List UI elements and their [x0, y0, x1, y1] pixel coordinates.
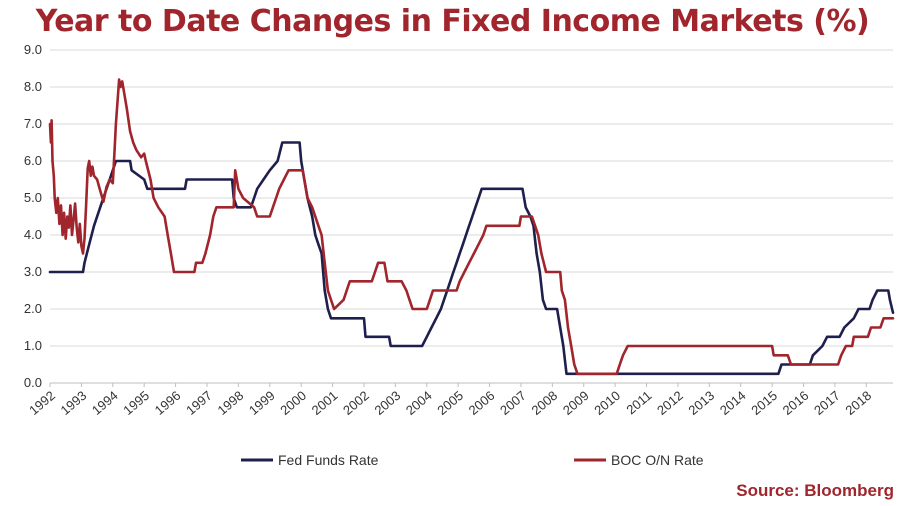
- y-tick-label: 5.0: [24, 190, 42, 205]
- x-tick-label: 1998: [215, 388, 247, 418]
- x-tick-label: 1996: [152, 388, 184, 418]
- x-tick-label: 2011: [623, 388, 654, 417]
- x-tick-label: 2017: [811, 388, 843, 418]
- x-tick-label: 1994: [89, 388, 121, 418]
- x-tick-label: 1997: [183, 388, 215, 418]
- x-tick-label: 2008: [528, 388, 560, 418]
- x-tick-label: 1995: [120, 388, 152, 418]
- gridlines: [50, 49, 893, 384]
- y-axis: 0.0 1.0 2.0 3.0 4.0 5.0 6.0 7.0 8.0 9.0: [24, 42, 42, 390]
- x-tick-label: 1993: [58, 388, 90, 418]
- x-tick-label: 1999: [246, 388, 278, 418]
- y-tick-label: 1.0: [24, 338, 42, 353]
- chart-title: Year to Date Changes in Fixed Income Mar…: [35, 4, 870, 39]
- legend-label: Fed Funds Rate: [278, 452, 379, 468]
- x-tick-label: 2010: [591, 388, 623, 418]
- x-tick-label: 2004: [403, 388, 435, 418]
- x-tick-label: 1992: [26, 388, 58, 418]
- x-tick-label: 2001: [309, 388, 341, 418]
- x-tick-label: 2003: [371, 388, 403, 418]
- x-tick-label: 2005: [434, 388, 466, 418]
- source-note: Source: Bloomberg: [736, 481, 894, 500]
- y-tick-label: 2.0: [24, 301, 42, 316]
- x-tick-label: 2018: [842, 388, 874, 418]
- x-tick-label: 2012: [654, 388, 686, 418]
- series-lines: [48, 78, 895, 376]
- legend-label: BOC O/N Rate: [611, 452, 704, 468]
- x-tick-label: 2007: [497, 388, 529, 418]
- y-tick-label: 7.0: [24, 116, 42, 131]
- y-tick-label: 6.0: [24, 153, 42, 168]
- boc-line: [48, 78, 895, 376]
- x-tick-label: 2013: [685, 388, 717, 418]
- x-tick-label: 2002: [340, 388, 372, 418]
- y-tick-label: 0.0: [24, 375, 42, 390]
- legend: Fed Funds Rate BOC O/N Rate: [241, 452, 704, 468]
- x-tick-label: 2000: [277, 388, 309, 418]
- x-tick-label: 2006: [466, 388, 498, 418]
- x-tick-label: 2014: [717, 388, 749, 418]
- y-tick-label: 3.0: [24, 264, 42, 279]
- y-tick-label: 8.0: [24, 79, 42, 94]
- x-tick-label: 2016: [780, 388, 812, 418]
- x-axis: 1992 1993 1994 1995 1996 1997 1998 1999 2000 2001…: [26, 383, 874, 418]
- x-tick-label: 2009: [560, 388, 592, 418]
- y-tick-label: 4.0: [24, 227, 42, 242]
- y-tick-label: 9.0: [24, 42, 42, 57]
- x-tick-label: 2015: [748, 388, 780, 418]
